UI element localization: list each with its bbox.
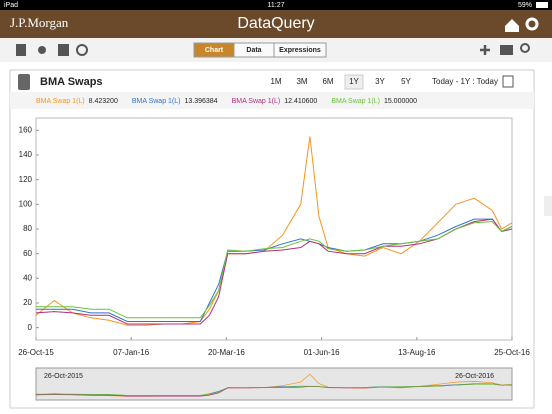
brand: J.P.Morgan [10, 15, 69, 30]
tab-label[interactable]: Chart [205, 47, 224, 54]
y-tick-label: 0 [28, 323, 33, 332]
search-icon[interactable] [520, 43, 530, 53]
range-button[interactable]: 6M [322, 77, 333, 86]
tab-group: Chart Data Expressions [193, 42, 327, 58]
legend-value: 15.000000 [384, 98, 417, 105]
series-line [36, 221, 513, 319]
legend-name: BMA Swap 1(L) [331, 98, 380, 105]
legend-value: 12.410600 [284, 98, 317, 105]
legend-name: BMA Swap 1(L) [132, 98, 181, 105]
toolbar-icons [16, 43, 530, 56]
save-icon[interactable] [58, 44, 69, 56]
y-tick-label: 140 [19, 150, 33, 159]
add-icon[interactable] [480, 45, 490, 55]
app-title: DataQuery [237, 15, 314, 32]
status-bar [0, 0, 552, 10]
x-tick-label: 25-Oct-16 [494, 348, 530, 357]
range-selected [344, 74, 364, 90]
navigator-line [36, 383, 513, 396]
date-range: Today - 1Y : Today [432, 77, 498, 86]
legend-name: BMA Swap 1(L) [232, 98, 281, 105]
folder-icon[interactable] [500, 45, 513, 55]
share-icon[interactable] [38, 46, 46, 54]
x-tick-label: 01-Jun-16 [304, 348, 341, 357]
legend-value: 13.396384 [184, 98, 217, 105]
range-button[interactable]: 5Y [401, 77, 411, 86]
legend-bar [10, 92, 534, 109]
settings-icon[interactable] [525, 17, 539, 31]
tab[interactable] [273, 42, 327, 58]
status-battery: 59% [518, 2, 532, 9]
legend-value: 8.423200 [89, 98, 118, 105]
x-tick-label: 13-Aug-16 [398, 348, 436, 357]
chart-panel [9, 69, 535, 409]
range-buttons: 1M 3M 6M 1Y 3Y 5Y [270, 74, 412, 90]
navigator-start: 26-Oct-2015 [44, 373, 83, 380]
export-icon[interactable] [16, 44, 26, 56]
x-tick-label: 20-Mar-16 [208, 348, 245, 357]
refresh-icon[interactable] [76, 44, 88, 56]
y-tick-label: 100 [19, 199, 33, 208]
y-tick-label: 160 [19, 125, 33, 134]
y-tick-label: 20 [23, 298, 32, 307]
x-tick-label: 07-Jan-16 [113, 348, 150, 357]
range-button[interactable]: 3Y [375, 77, 385, 86]
range-button[interactable]: 1Y [349, 77, 359, 86]
header-bar [0, 10, 552, 38]
series-line [35, 136, 513, 326]
y-tick-label: 40 [23, 273, 32, 282]
home-icon[interactable] [505, 19, 519, 32]
side-handle[interactable] [544, 196, 552, 216]
range-button[interactable]: 3M [296, 77, 307, 86]
y-tick-label: 120 [19, 175, 33, 184]
panel-icon [18, 74, 30, 90]
tab-label[interactable]: Expressions [279, 47, 321, 54]
x-tick-label: 26-Oct-15 [18, 348, 54, 357]
y-tick-label: 80 [23, 224, 32, 233]
legend-name: BMA Swap 1(L) [36, 98, 85, 105]
y-tick-label: 60 [23, 249, 32, 258]
status-device: iPad [4, 2, 18, 9]
range-button[interactable]: 1M [270, 77, 281, 86]
battery-icon [536, 2, 548, 8]
status-time: 11:27 [268, 2, 285, 9]
tab-label[interactable]: Data [246, 47, 261, 54]
navigator-end: 26-Oct-2016 [455, 373, 494, 380]
panel-title: BMA Swaps [40, 76, 103, 88]
series-line [36, 218, 513, 322]
calendar-icon[interactable] [502, 75, 514, 88]
